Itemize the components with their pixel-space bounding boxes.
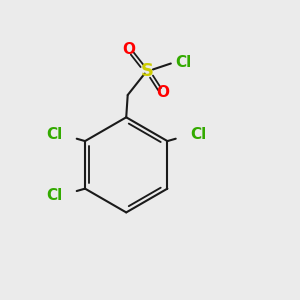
Text: O: O [156, 85, 169, 100]
Text: Cl: Cl [175, 56, 191, 70]
Text: Cl: Cl [46, 127, 62, 142]
Text: Cl: Cl [190, 127, 206, 142]
Text: Cl: Cl [46, 188, 62, 203]
Text: O: O [122, 42, 135, 57]
Text: S: S [140, 62, 154, 80]
